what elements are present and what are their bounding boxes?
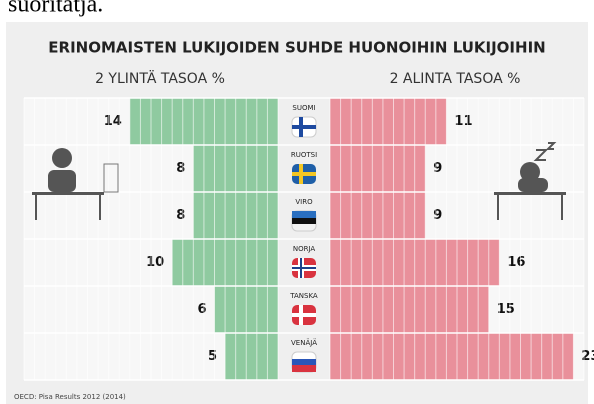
flag xyxy=(292,164,316,184)
flag xyxy=(291,116,317,138)
value-label: 5 xyxy=(208,349,217,364)
body xyxy=(48,170,76,192)
caption-top: suoritatja. xyxy=(8,0,103,18)
desk xyxy=(494,192,566,195)
desk-leg xyxy=(497,192,499,220)
desk-leg xyxy=(561,192,563,220)
flag-part xyxy=(292,172,316,176)
flag-part xyxy=(292,267,316,269)
country-label: NORJA xyxy=(293,245,316,253)
value-label: 8 xyxy=(176,161,185,176)
value-label: 23 xyxy=(581,349,594,364)
right-header: 2 ALINTA TASOA % xyxy=(390,71,521,87)
books xyxy=(103,163,119,193)
bar xyxy=(330,98,447,145)
bar xyxy=(330,145,426,192)
flag xyxy=(292,305,316,325)
flag-part xyxy=(292,218,316,224)
head xyxy=(52,148,72,168)
country-label: TANSKA xyxy=(289,292,318,300)
bar xyxy=(330,192,426,239)
flag xyxy=(292,258,316,278)
value-label: 6 xyxy=(197,302,206,317)
desk-leg xyxy=(99,192,101,220)
source: OECD: Pisa Results 2012 (2014) xyxy=(14,393,126,401)
bar xyxy=(225,333,278,380)
zzz xyxy=(533,142,557,161)
flag-part xyxy=(292,125,316,129)
country-label: VENÄJÄ xyxy=(291,338,317,347)
country-label: SUOMI xyxy=(292,104,315,112)
desk-leg xyxy=(35,192,37,220)
chart-title: ERINOMAISTEN LUKIJOIDEN SUHDE HUONOIHIN … xyxy=(48,39,545,57)
head xyxy=(520,162,540,182)
left-header: 2 YLINTÄ TASOA % xyxy=(95,69,225,87)
flag xyxy=(291,210,317,232)
body xyxy=(518,178,548,192)
flag-part xyxy=(292,365,316,372)
country-label: VIRO xyxy=(295,198,313,206)
bar xyxy=(330,333,574,380)
value-label: 9 xyxy=(433,208,442,223)
value-label: 9 xyxy=(433,161,442,176)
bar xyxy=(330,286,489,333)
flag xyxy=(291,351,317,373)
flag-part xyxy=(292,211,316,218)
flag-part xyxy=(292,359,316,365)
value-label: 8 xyxy=(176,208,185,223)
desk xyxy=(32,192,104,195)
flag-part xyxy=(292,313,316,317)
country-label: RUOTSI xyxy=(291,151,317,159)
